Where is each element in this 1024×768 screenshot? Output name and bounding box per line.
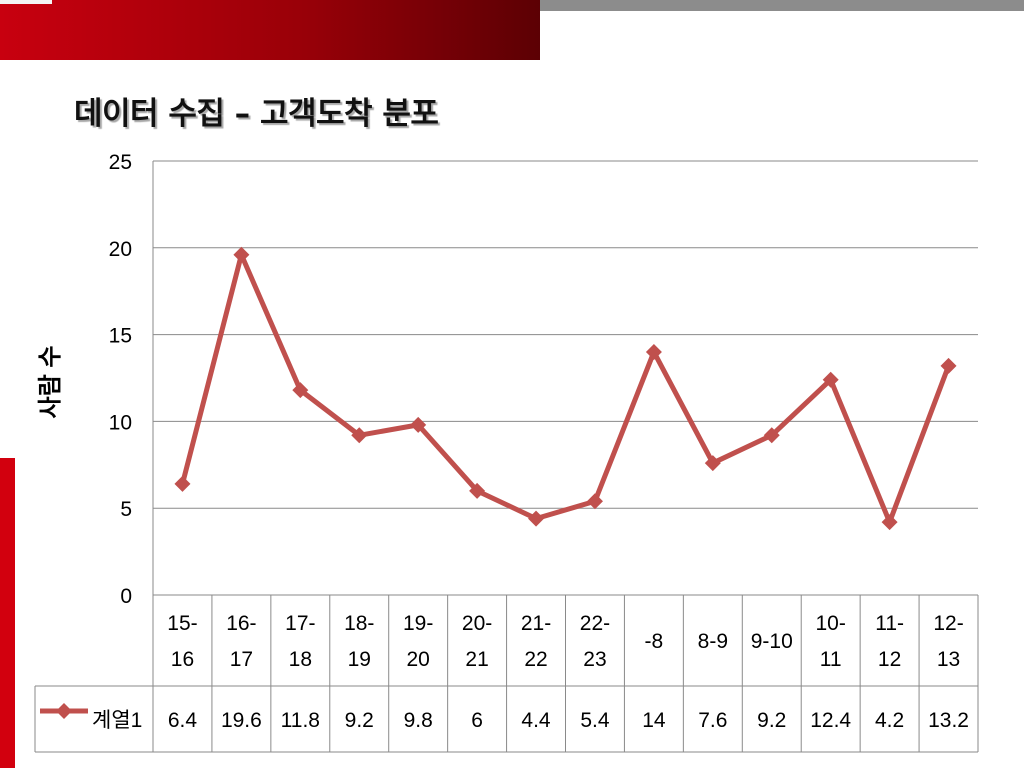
data-point-marker xyxy=(704,455,721,472)
y-axis-label: 사람 수 xyxy=(37,346,64,419)
data-point-marker xyxy=(410,416,427,433)
data-table-value: 7.6 xyxy=(698,709,727,732)
data-point-marker xyxy=(292,382,309,399)
x-category-label: 23 xyxy=(583,648,606,671)
y-axis-ticks: 0 5 10 15 20 25 xyxy=(109,151,132,608)
data-point-marker xyxy=(822,371,839,388)
x-category-label: 17 xyxy=(230,648,253,671)
y-tick-label: 10 xyxy=(109,411,132,434)
series-line xyxy=(180,252,951,525)
x-category-label: 19 xyxy=(348,648,371,671)
data-point-marker xyxy=(233,246,250,263)
x-category-label: 21 xyxy=(465,648,488,671)
x-category-label: 15- xyxy=(167,612,197,635)
data-table-value: 14 xyxy=(642,709,666,732)
data-table-value: 9.2 xyxy=(757,709,786,732)
data-table-value: 5.4 xyxy=(580,709,610,732)
data-point-marker xyxy=(351,427,368,444)
x-category-label: 12 xyxy=(878,648,901,671)
data-point-marker xyxy=(174,475,191,492)
x-category-label: 9-10 xyxy=(751,630,793,653)
slide-title: 데이터 수집 – 고객도착 분포 xyxy=(74,96,439,132)
top-corner-strip xyxy=(0,0,52,4)
data-point-marker xyxy=(940,357,957,374)
x-category-label: -8 xyxy=(645,630,664,653)
x-category-label: 19- xyxy=(403,612,433,635)
data-table-value: 9.8 xyxy=(404,709,433,732)
left-red-accent-bar xyxy=(0,458,15,768)
x-category-label: 8-9 xyxy=(698,630,728,653)
data-point-marker xyxy=(881,514,898,531)
y-tick-label: 15 xyxy=(109,325,132,348)
data-point-marker xyxy=(763,427,780,444)
data-point-marker xyxy=(645,343,662,360)
x-category-label: 20- xyxy=(462,612,492,635)
data-table-value: 19.6 xyxy=(221,709,262,732)
x-category-label: 22- xyxy=(580,612,610,635)
x-category-label: 22 xyxy=(524,648,547,671)
data-table-value: 6 xyxy=(471,709,483,732)
legend-series-name: 계열1 xyxy=(92,709,142,732)
data-table-value: 13.2 xyxy=(928,709,969,732)
x-category-label: 18- xyxy=(344,612,374,635)
gridlines xyxy=(152,160,978,595)
data-table-value: 4.4 xyxy=(521,709,551,732)
x-category-label: 16- xyxy=(226,612,256,635)
x-category-label: 11 xyxy=(820,648,842,671)
data-point-marker xyxy=(469,482,486,499)
x-category-label: 12- xyxy=(933,612,963,635)
x-category-label: 18 xyxy=(289,648,312,671)
x-category-label: 11- xyxy=(875,612,904,635)
legend-key: 계열1 xyxy=(40,703,142,732)
x-category-label: 10- xyxy=(815,612,845,635)
y-tick-label: 5 xyxy=(120,498,132,521)
data-table: 15- 16 16- 17 17- 18 18- 19 19- 20 20- 21 21- 22 22- 23… xyxy=(34,594,979,753)
y-tick-label: 25 xyxy=(109,151,132,174)
data-table-value: 9.2 xyxy=(345,709,374,732)
x-category-label: 16 xyxy=(171,648,194,671)
data-point-marker xyxy=(528,510,545,527)
y-tick-label: 0 xyxy=(120,585,132,608)
top-red-banner xyxy=(0,0,540,60)
data-table-value: 4.2 xyxy=(875,709,904,732)
y-tick-label: 20 xyxy=(109,238,132,261)
legend-marker xyxy=(56,703,72,719)
x-category-label: 20 xyxy=(406,648,429,671)
series-line-group xyxy=(174,246,957,531)
data-point-marker xyxy=(586,493,603,510)
x-category-label: 21- xyxy=(521,612,551,635)
x-category-label: 13 xyxy=(937,648,960,671)
data-table-value: 11.8 xyxy=(281,709,320,732)
data-table-value: 12.4 xyxy=(810,709,851,732)
data-table-value: 6.4 xyxy=(168,709,198,732)
x-category-label: 17- xyxy=(285,612,315,635)
